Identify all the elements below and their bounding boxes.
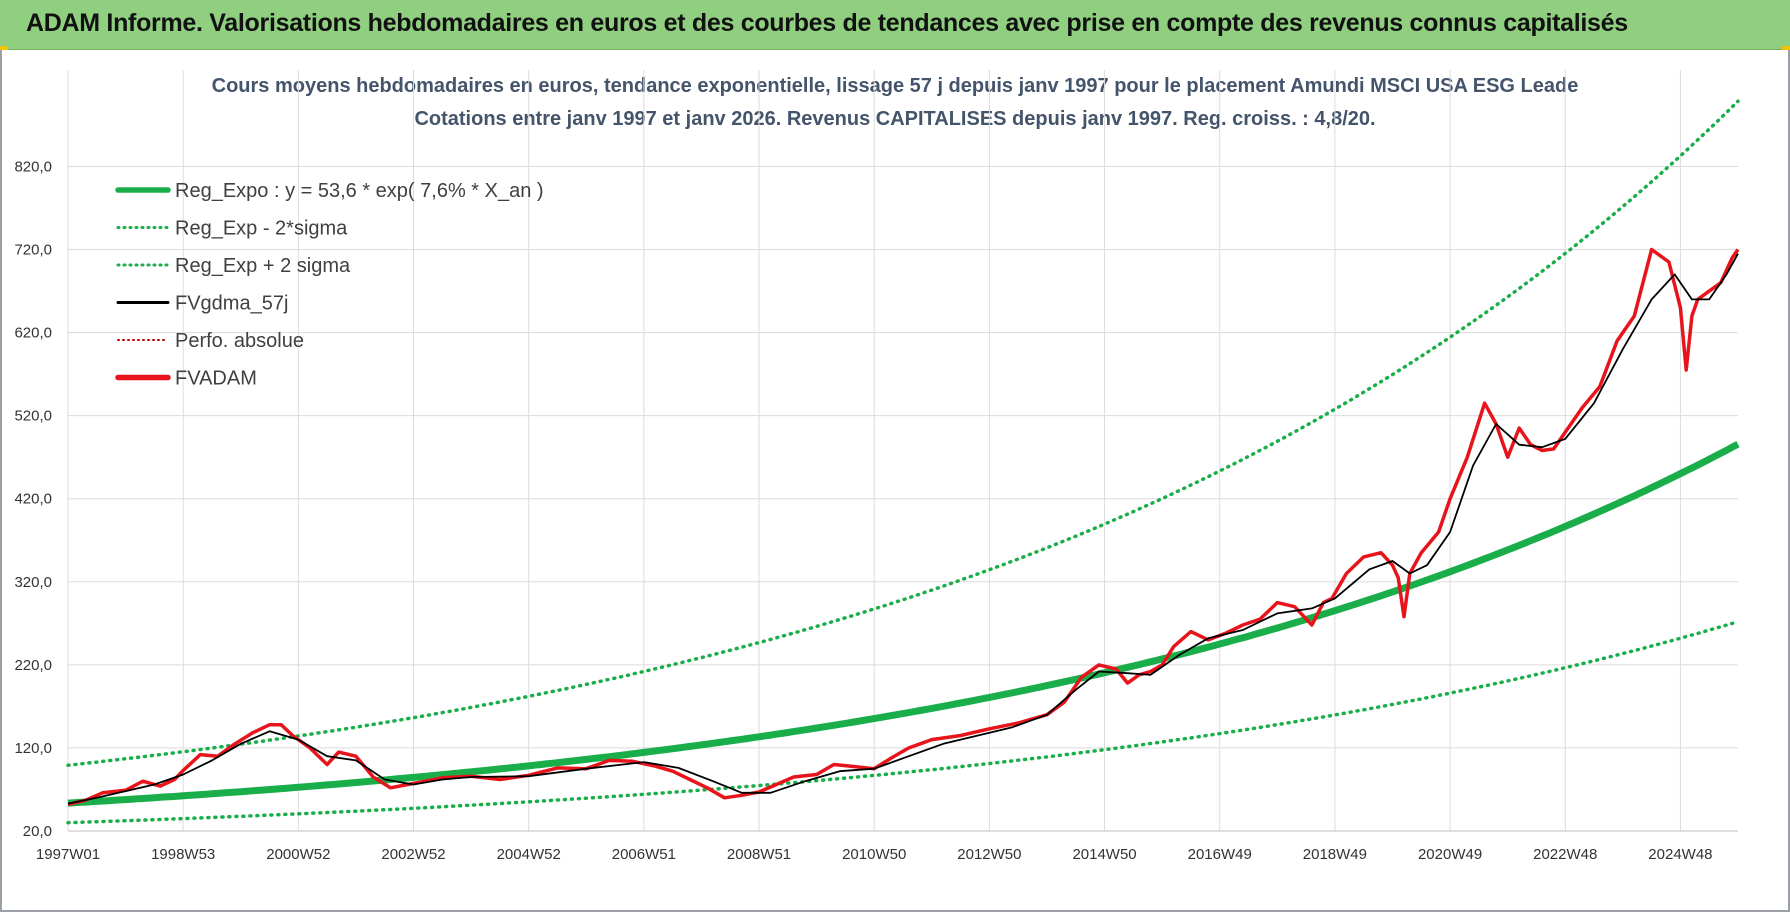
legend-label-price: FVADAM xyxy=(175,368,257,390)
grid xyxy=(67,70,1738,832)
chart-title: Cours moyens hebdomadaires en euros, ten… xyxy=(212,75,1579,97)
x-tick-label: 2010W50 xyxy=(842,846,906,863)
x-tick-label: 1998W53 xyxy=(151,846,215,863)
legend-label-reg: Reg_Expo : y = 53,6 * exp( 7,6% * X_an ) xyxy=(175,180,544,202)
x-axis: 1997W01 1998W53 2000W52 2002W52 2004W52 2006W… xyxy=(36,846,1713,863)
chart-subtitle: Cotations entre janv 1997 et janv 2026. … xyxy=(414,108,1375,130)
y-tick-label: 320,0 xyxy=(14,574,52,591)
series-upper-2-sigma xyxy=(66,99,1740,767)
x-tick-label: 1997W01 xyxy=(36,846,100,863)
report-banner: ADAM Informe. Valorisations hebdomadaire… xyxy=(0,0,1790,50)
legend-label-smooth: FVgdma_57j xyxy=(175,293,288,315)
y-tick-label: 620,0 xyxy=(14,325,52,342)
y-tick-label: 420,0 xyxy=(14,491,52,508)
x-tick-label: 2004W52 xyxy=(497,846,561,863)
x-tick-label: 2018W49 xyxy=(1303,846,1367,863)
x-tick-label: 2008W51 xyxy=(727,846,791,863)
y-tick-label: 220,0 xyxy=(14,657,52,674)
x-tick-label: 2016W49 xyxy=(1188,846,1252,863)
y-tick-label: 120,0 xyxy=(14,740,52,757)
x-tick-label: 2006W51 xyxy=(612,846,676,863)
legend: Reg_Expo : y = 53,6 * exp( 7,6% * X_an )… xyxy=(115,180,544,390)
x-tick-label: 2022W48 xyxy=(1533,846,1597,863)
chart-frame xyxy=(0,50,1790,912)
plot-area xyxy=(66,99,1740,825)
corner-marker-right xyxy=(1782,46,1790,50)
legend-label-upper: Reg_Exp + 2 sigma xyxy=(175,255,351,277)
y-tick-label: 20,0 xyxy=(23,823,52,840)
y-tick-label: 720,0 xyxy=(14,242,52,259)
series-lower-2-sigma xyxy=(66,619,1740,825)
y-tick-label: 820,0 xyxy=(14,158,52,175)
x-tick-label: 2012W50 xyxy=(957,846,1021,863)
x-tick-label: 2020W49 xyxy=(1418,846,1482,863)
x-tick-label: 2000W52 xyxy=(266,846,330,863)
x-tick-label: 2014W50 xyxy=(1072,846,1136,863)
x-tick-label: 2024W48 xyxy=(1648,846,1712,863)
y-tick-label: 520,0 xyxy=(14,408,52,425)
y-axis: 20,0 120,0 220,0 320,0 420,0 520,0 620,0 720,0 8… xyxy=(14,158,52,840)
series-fvgdma-57j xyxy=(67,253,1739,805)
series-regression xyxy=(67,441,1740,807)
legend-label-lower: Reg_Exp - 2*sigma xyxy=(175,218,348,240)
x-tick-label: 2002W52 xyxy=(381,846,445,863)
corner-marker-left xyxy=(0,46,8,50)
report-title: ADAM Informe. Valorisations hebdomadaire… xyxy=(26,9,1628,37)
legend-label-perfo: Perfo. absolue xyxy=(175,330,304,352)
